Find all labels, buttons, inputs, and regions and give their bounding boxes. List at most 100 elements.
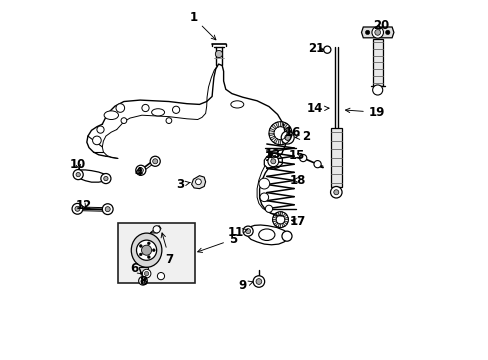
- Circle shape: [147, 256, 150, 258]
- Circle shape: [270, 159, 275, 164]
- Polygon shape: [191, 176, 205, 189]
- Polygon shape: [271, 124, 276, 129]
- Circle shape: [258, 178, 269, 189]
- Circle shape: [330, 186, 342, 198]
- Circle shape: [284, 135, 290, 140]
- Circle shape: [172, 106, 179, 113]
- Circle shape: [256, 279, 261, 284]
- Polygon shape: [285, 126, 290, 130]
- Polygon shape: [273, 138, 277, 144]
- Text: 13: 13: [264, 148, 281, 161]
- Polygon shape: [361, 27, 393, 38]
- Text: 9: 9: [238, 279, 252, 292]
- Polygon shape: [274, 222, 277, 226]
- Circle shape: [139, 253, 142, 256]
- Circle shape: [282, 231, 291, 241]
- Circle shape: [101, 174, 111, 184]
- Polygon shape: [284, 221, 287, 224]
- Circle shape: [73, 170, 83, 180]
- Circle shape: [268, 152, 272, 156]
- Circle shape: [102, 204, 113, 215]
- Polygon shape: [286, 131, 291, 133]
- Circle shape: [333, 190, 338, 195]
- Circle shape: [195, 179, 201, 185]
- Circle shape: [371, 27, 383, 38]
- Circle shape: [243, 226, 253, 236]
- Text: 12: 12: [76, 199, 92, 212]
- Polygon shape: [280, 122, 283, 127]
- Circle shape: [152, 249, 155, 252]
- Circle shape: [75, 206, 80, 211]
- Circle shape: [372, 85, 382, 95]
- Circle shape: [157, 273, 164, 280]
- Circle shape: [141, 245, 151, 255]
- Bar: [372, 39, 382, 86]
- Bar: [118, 223, 195, 283]
- Polygon shape: [283, 213, 286, 217]
- Text: 17: 17: [289, 215, 305, 228]
- Ellipse shape: [104, 111, 118, 120]
- Polygon shape: [281, 223, 285, 227]
- Circle shape: [299, 154, 306, 162]
- Circle shape: [141, 279, 144, 283]
- Circle shape: [116, 104, 124, 112]
- Text: 20: 20: [372, 19, 388, 32]
- Circle shape: [136, 165, 145, 175]
- Text: 19: 19: [345, 106, 385, 119]
- Ellipse shape: [131, 233, 162, 267]
- Polygon shape: [275, 122, 279, 127]
- Polygon shape: [282, 139, 285, 144]
- Ellipse shape: [258, 229, 274, 240]
- Text: 2: 2: [295, 130, 310, 143]
- Circle shape: [253, 276, 264, 287]
- Polygon shape: [272, 215, 276, 218]
- Polygon shape: [76, 170, 107, 182]
- Circle shape: [139, 244, 142, 247]
- Polygon shape: [280, 212, 283, 216]
- Text: 7: 7: [161, 233, 173, 266]
- Polygon shape: [269, 136, 275, 140]
- Circle shape: [323, 46, 330, 53]
- Polygon shape: [264, 153, 282, 169]
- Circle shape: [76, 172, 80, 177]
- Text: 1: 1: [189, 11, 216, 40]
- Circle shape: [365, 30, 369, 35]
- Polygon shape: [246, 225, 288, 245]
- Text: 15: 15: [288, 149, 304, 162]
- Circle shape: [142, 269, 151, 278]
- Circle shape: [150, 156, 160, 166]
- Circle shape: [97, 126, 104, 133]
- Polygon shape: [268, 133, 274, 136]
- Circle shape: [215, 50, 222, 58]
- Text: 16: 16: [285, 126, 301, 139]
- Circle shape: [245, 229, 250, 234]
- Circle shape: [313, 161, 321, 168]
- Circle shape: [121, 118, 126, 123]
- Circle shape: [152, 159, 158, 164]
- Text: 18: 18: [289, 174, 305, 186]
- Circle shape: [105, 207, 110, 212]
- Text: 3: 3: [176, 178, 190, 191]
- Circle shape: [281, 131, 294, 144]
- Circle shape: [136, 240, 156, 260]
- Bar: [330, 128, 341, 187]
- Circle shape: [144, 271, 148, 276]
- Polygon shape: [278, 224, 280, 228]
- Text: 8: 8: [139, 275, 147, 288]
- Circle shape: [103, 176, 108, 181]
- Circle shape: [265, 205, 272, 212]
- Polygon shape: [283, 123, 287, 128]
- Ellipse shape: [151, 109, 164, 116]
- Polygon shape: [277, 140, 280, 145]
- Circle shape: [138, 168, 143, 173]
- Text: 10: 10: [70, 158, 86, 171]
- Circle shape: [374, 30, 380, 35]
- Text: 21: 21: [308, 42, 324, 55]
- Circle shape: [260, 193, 268, 202]
- Ellipse shape: [230, 101, 244, 108]
- Circle shape: [385, 30, 389, 35]
- Polygon shape: [286, 135, 291, 138]
- Circle shape: [267, 156, 278, 167]
- Text: 14: 14: [306, 102, 328, 115]
- Polygon shape: [284, 217, 288, 220]
